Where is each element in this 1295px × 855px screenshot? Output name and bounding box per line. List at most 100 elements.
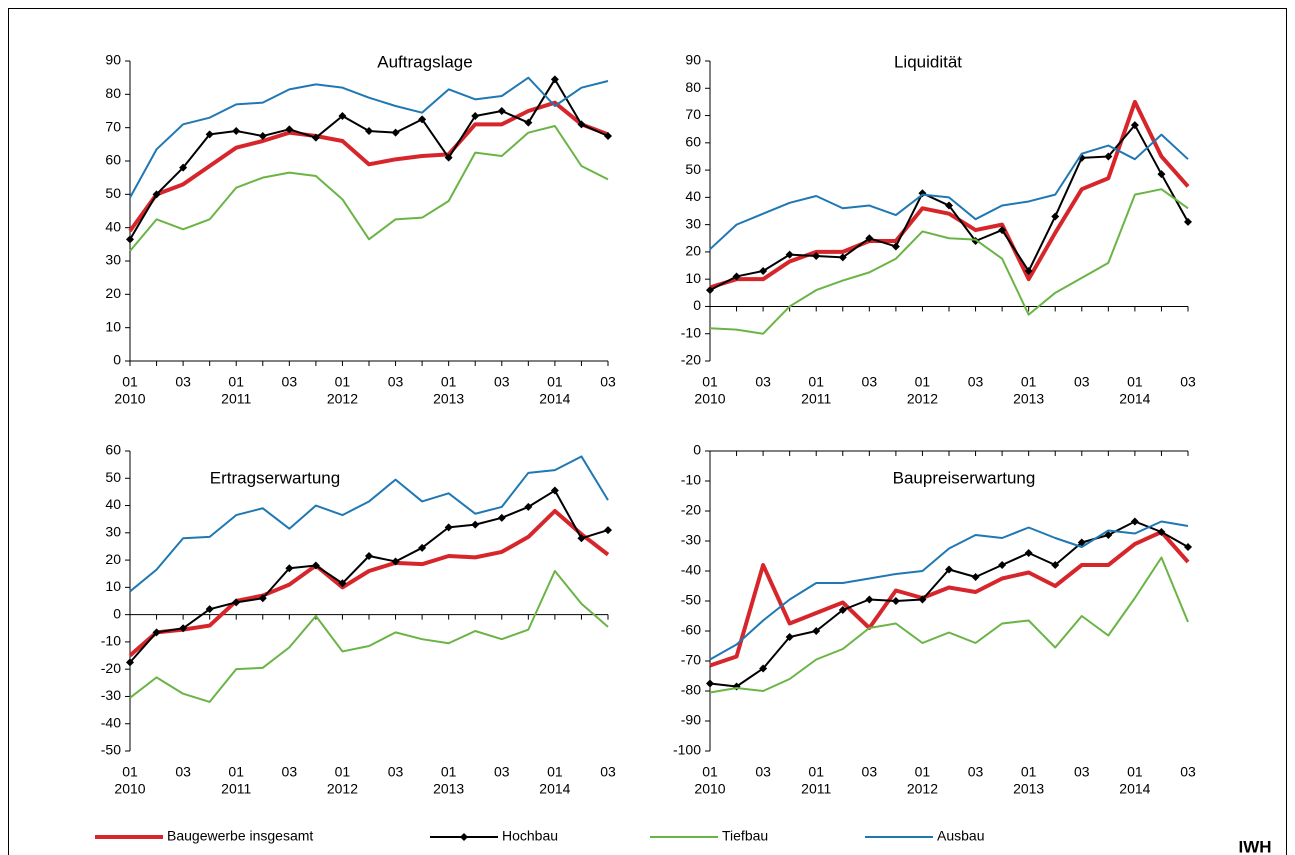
point-marker (945, 201, 953, 210)
x-year-label: 2014 (539, 391, 570, 407)
point-marker (391, 557, 400, 566)
y-tick-label: -40 (101, 714, 121, 730)
series-line (709, 133, 1189, 250)
point-marker (785, 633, 794, 641)
point-marker (471, 112, 480, 120)
x-tick-label: 01 (808, 374, 824, 390)
point-marker (945, 565, 953, 574)
point-marker (838, 606, 847, 614)
y-tick-label: 50 (105, 185, 121, 201)
series-line (129, 78, 609, 240)
point-marker (785, 250, 794, 259)
point-marker (706, 679, 714, 688)
point-marker (577, 120, 586, 129)
x-year-label: 2013 (433, 391, 464, 407)
point-marker (865, 234, 874, 243)
y-tick-label: -10 (101, 633, 121, 649)
point-marker (1077, 538, 1086, 547)
y-tick-label: 80 (685, 79, 701, 95)
x-tick-label: 03 (494, 374, 510, 390)
x-tick-label: 03 (755, 374, 771, 390)
x-year-label: 2012 (327, 781, 358, 797)
y-tick-label: 30 (685, 215, 701, 231)
point-marker (838, 253, 847, 262)
point-marker (865, 595, 874, 604)
y-tick-label: -10 (681, 472, 701, 488)
point-marker (604, 526, 612, 535)
point-marker (365, 127, 373, 135)
point-marker (1157, 528, 1166, 536)
point-marker (1130, 121, 1139, 130)
y-tick-label: -10 (681, 324, 701, 340)
x-year-label: 2010 (114, 781, 145, 797)
point-marker (577, 534, 586, 543)
y-tick-label: 30 (105, 524, 121, 540)
x-tick-label: 01 (122, 764, 138, 780)
point-marker (205, 605, 214, 614)
y-tick-label: 0 (693, 442, 701, 458)
x-year-label: 2014 (1119, 781, 1150, 797)
x-tick-label: 03 (600, 764, 616, 780)
x-tick-label: 03 (1180, 764, 1196, 780)
point-marker (1130, 517, 1139, 526)
x-tick-label: 03 (175, 764, 191, 780)
x-tick-label: 01 (1021, 374, 1037, 390)
x-tick-label: 03 (862, 764, 878, 780)
point-marker (338, 579, 347, 588)
y-tick-label: -100 (673, 742, 701, 758)
y-tick-label: 40 (105, 218, 121, 234)
legend-marker (460, 833, 468, 841)
point-marker (152, 628, 161, 637)
x-year-label: 2014 (539, 781, 570, 797)
x-tick-label: 01 (1021, 764, 1037, 780)
y-tick-label: 50 (685, 161, 701, 177)
point-marker (232, 598, 241, 607)
y-tick-label: -40 (681, 562, 701, 578)
point-marker (1024, 549, 1033, 557)
x-tick-label: 03 (600, 374, 616, 390)
point-marker (365, 552, 373, 560)
y-tick-label: -20 (101, 660, 121, 676)
y-tick-label: 10 (105, 318, 121, 334)
legend-label: Ausbau (937, 828, 984, 844)
point-marker (1051, 561, 1060, 569)
y-tick-label: -90 (681, 712, 701, 728)
x-year-label: 2011 (801, 781, 831, 797)
y-tick-label: -20 (681, 502, 701, 518)
x-tick-label: 01 (441, 764, 457, 780)
point-marker (759, 267, 768, 275)
point-marker (126, 235, 134, 244)
legend-label: Tiefbau (722, 828, 768, 844)
point-marker (550, 75, 559, 84)
x-tick-label: 01 (228, 764, 244, 780)
x-year-label: 2013 (1013, 781, 1044, 797)
x-year-label: 2010 (114, 391, 145, 407)
x-tick-label: 01 (1127, 374, 1143, 390)
point-marker (918, 595, 927, 604)
x-year-label: 2011 (221, 781, 251, 797)
point-marker (126, 658, 134, 667)
x-tick-label: 03 (282, 764, 298, 780)
point-marker (604, 132, 612, 140)
y-tick-label: -70 (681, 652, 701, 668)
x-tick-label: 03 (968, 374, 984, 390)
x-tick-label: 01 (228, 374, 244, 390)
series-line (129, 76, 609, 199)
x-tick-label: 01 (702, 764, 718, 780)
point-marker (444, 153, 453, 162)
x-tick-label: 01 (441, 374, 457, 390)
point-marker (152, 190, 161, 199)
x-year-label: 2013 (1013, 391, 1044, 407)
frame (8, 8, 1287, 855)
point-marker (998, 226, 1007, 235)
y-tick-label: -50 (681, 592, 701, 608)
point-marker (812, 252, 821, 260)
point-marker (1051, 212, 1060, 221)
x-tick-label: 03 (1074, 764, 1090, 780)
point-marker (179, 163, 188, 172)
point-marker (311, 133, 320, 142)
y-tick-label: 0 (113, 605, 121, 621)
point-marker (759, 664, 768, 673)
point-marker (524, 118, 533, 127)
y-tick-label: -30 (681, 532, 701, 548)
